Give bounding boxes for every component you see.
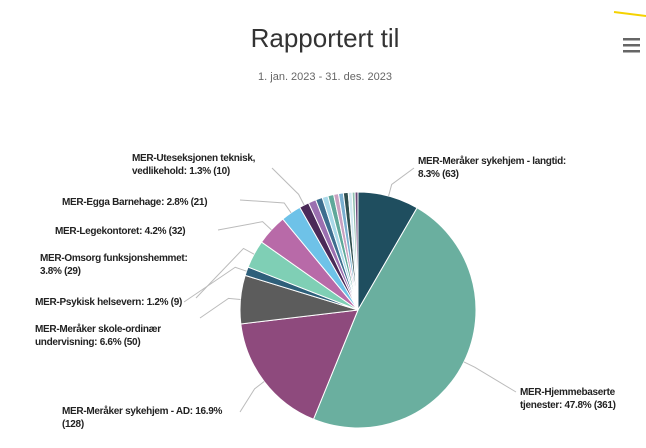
- label-connector: [463, 361, 517, 393]
- data-label: MER-Meråker sykehjem - langtid: 8.3% (63…: [418, 156, 566, 180]
- data-label: MER-Egga Barnehage: 2.8% (21): [62, 197, 208, 208]
- data-label: MER-Uteseksjonen teknisk, vedlikehold: 1…: [132, 153, 256, 177]
- label-connector: [239, 381, 265, 413]
- menu-button[interactable]: [623, 38, 640, 53]
- label-connector: [183, 266, 247, 303]
- pie-slice: [240, 309, 359, 420]
- label-connector: [199, 297, 241, 319]
- data-label: MER-Meråker skole-ordinær undervisning: …: [35, 324, 161, 348]
- label-connector: [217, 221, 272, 231]
- pie-slice: [312, 207, 477, 429]
- pie-slice: [354, 191, 359, 311]
- data-label: MER-Meråker sykehjem - AD: 16.9% (128): [62, 406, 223, 430]
- label-connector: [195, 247, 255, 299]
- data-label: MER-Omsorg funksjonshemmet: 3.8% (29): [40, 253, 188, 277]
- data-label: MER-Psykisk helsevern: 1.2% (9): [35, 297, 182, 308]
- label-connector: [239, 199, 292, 214]
- decoration: [613, 11, 646, 17]
- label-connector: [271, 167, 305, 206]
- data-label: MER-Legekontoret: 4.2% (32): [55, 226, 186, 237]
- data-label: MER-Hjemmebaserte tjenester: 47.8% (361): [520, 387, 616, 411]
- label-connector: [388, 167, 415, 197]
- chart-subtitle: 1. jan. 2023 - 31. des. 2023: [258, 71, 392, 83]
- chart-title: Rapportert til: [251, 23, 400, 53]
